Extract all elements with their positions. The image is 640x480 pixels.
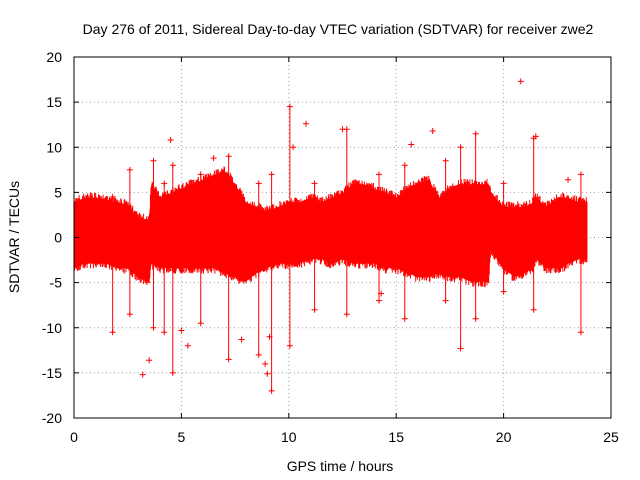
spike-marker-17-1 xyxy=(500,288,507,295)
chart-title: Day 276 of 2011, Sidereal Day-to-day VTE… xyxy=(83,21,594,37)
spike-marker-9-0 xyxy=(286,103,293,110)
data-spike-7 xyxy=(255,180,262,358)
spike-marker-14-1 xyxy=(442,297,449,304)
spike-marker-13-1 xyxy=(401,315,408,322)
data-point-7 xyxy=(264,370,271,377)
data-point-15 xyxy=(429,128,436,135)
data-spike-0 xyxy=(109,193,116,336)
spike-marker-6-0 xyxy=(225,153,232,160)
spike-marker-19-0 xyxy=(577,171,584,178)
data-point-17 xyxy=(532,133,539,140)
x-tick-label-5: 25 xyxy=(603,429,619,445)
x-axis-title: GPS time / hours xyxy=(287,458,394,474)
data-spike-19 xyxy=(577,171,584,336)
data-spike-16 xyxy=(472,130,479,322)
spike-marker-12-1 xyxy=(376,297,383,304)
spike-marker-8-0 xyxy=(268,171,275,178)
spike-marker-3-0 xyxy=(161,180,168,187)
data-point-8 xyxy=(266,333,273,340)
spike-marker-4-1 xyxy=(169,369,176,376)
spike-marker-9-1 xyxy=(286,342,293,349)
spike-marker-1-1 xyxy=(126,311,133,318)
x-tick-label-2: 10 xyxy=(281,429,297,445)
x-tick-label-3: 15 xyxy=(388,429,404,445)
y-tick-label-3: -5 xyxy=(50,275,63,291)
data-spike-1 xyxy=(126,166,133,318)
spike-marker-8-1 xyxy=(268,387,275,394)
data-spike-2 xyxy=(150,157,157,331)
x-tick-label-1: 5 xyxy=(178,429,186,445)
spike-marker-7-1 xyxy=(255,351,262,358)
data-point-2 xyxy=(167,137,174,144)
y-tick-labels: -20 -15 -10 -5 0 5 10 15 20 xyxy=(42,49,62,426)
spike-marker-15-1 xyxy=(457,345,464,352)
x-tick-label-0: 0 xyxy=(70,429,78,445)
data-point-18 xyxy=(565,176,572,183)
data-point-11 xyxy=(302,120,309,127)
data-spike-17 xyxy=(500,180,507,295)
data-spike-4 xyxy=(169,162,176,376)
data-point-3 xyxy=(178,327,185,334)
y-tick-label-5: 5 xyxy=(54,184,62,200)
data-point-1 xyxy=(146,357,153,364)
spike-marker-5-0 xyxy=(197,171,204,178)
y-tick-label-4: 0 xyxy=(54,230,62,246)
spike-marker-15-0 xyxy=(457,144,464,151)
y-tick-label-1: -15 xyxy=(42,365,62,381)
x-tick-label-4: 20 xyxy=(496,429,512,445)
spike-marker-2-1 xyxy=(150,324,157,331)
spike-marker-3-1 xyxy=(161,329,168,336)
spike-marker-6-1 xyxy=(225,356,232,363)
y-tick-label-8: 20 xyxy=(46,49,62,65)
data-spike-12 xyxy=(376,171,383,304)
data-spike-5 xyxy=(197,171,204,327)
y-tick-label-2: -10 xyxy=(42,320,62,336)
x-tick-labels: 0 5 10 15 20 25 xyxy=(70,429,619,445)
spike-marker-1-0 xyxy=(126,166,133,173)
data-series-zwe2 xyxy=(73,78,588,394)
axis-ticks xyxy=(73,56,612,419)
data-point-0 xyxy=(139,371,146,378)
spike-marker-16-0 xyxy=(472,130,479,137)
spike-marker-10-1 xyxy=(311,306,318,313)
spike-marker-2-0 xyxy=(150,157,157,164)
data-point-9 xyxy=(262,360,269,367)
data-point-6 xyxy=(238,336,245,343)
spike-marker-18-1 xyxy=(530,306,537,313)
spike-marker-17-0 xyxy=(500,180,507,187)
y-tick-label-7: 15 xyxy=(46,94,62,110)
y-tick-label-0: -20 xyxy=(42,410,62,426)
data-spike-8 xyxy=(268,171,275,394)
data-spike-14 xyxy=(442,157,449,304)
spike-marker-5-1 xyxy=(197,320,204,327)
data-point-12 xyxy=(339,126,346,133)
data-spike-3 xyxy=(161,180,168,336)
data-spike-10 xyxy=(311,180,318,313)
spike-marker-16-1 xyxy=(472,315,479,322)
data-spike-13 xyxy=(401,162,408,322)
data-spike-6 xyxy=(225,153,232,363)
data-spike-15 xyxy=(457,144,464,352)
data-point-13 xyxy=(378,290,385,297)
data-point-5 xyxy=(210,155,217,162)
spike-marker-12-0 xyxy=(376,171,383,178)
spike-marker-13-0 xyxy=(401,162,408,169)
data-spike-9 xyxy=(286,103,293,349)
spike-marker-19-1 xyxy=(577,329,584,336)
spike-marker-4-0 xyxy=(169,162,176,169)
data-point-16 xyxy=(517,78,524,85)
spike-marker-14-0 xyxy=(442,157,449,164)
data-point-10 xyxy=(290,144,297,151)
y-tick-label-6: 10 xyxy=(46,139,62,155)
spike-marker-0-1 xyxy=(109,329,116,336)
data-point-14 xyxy=(408,141,415,148)
spike-marker-10-0 xyxy=(311,180,318,187)
data-point-4 xyxy=(184,342,191,349)
spike-marker-7-0 xyxy=(255,180,262,187)
data-band-fill xyxy=(74,170,588,282)
spike-marker-0-0 xyxy=(109,193,116,200)
spike-marker-11-1 xyxy=(343,311,350,318)
y-axis-title: SDTVAR / TECUs xyxy=(6,181,22,293)
